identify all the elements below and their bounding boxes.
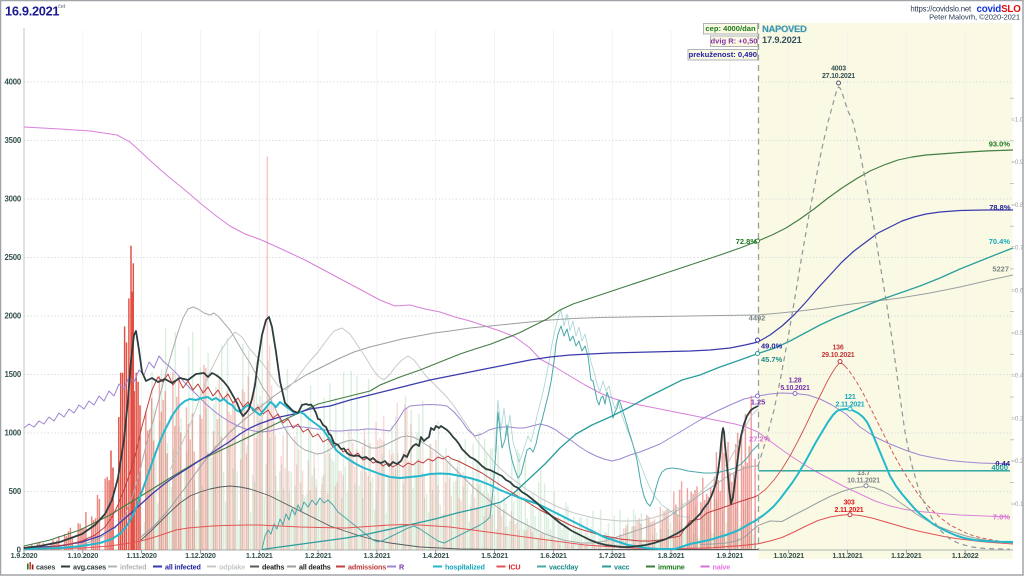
svg-text:all deaths: all deaths <box>299 563 331 572</box>
svg-text:70.4%: 70.4% <box>989 237 1011 246</box>
svg-text:1.10.2021: 1.10.2021 <box>773 551 804 560</box>
svg-text:2.11.2021: 2.11.2021 <box>836 402 865 409</box>
svg-text:≈0.4: ≈0.4 <box>1012 373 1024 380</box>
svg-text:cep: 4000/dan: cep: 4000/dan <box>705 24 756 33</box>
svg-text:3500: 3500 <box>4 136 21 145</box>
svg-text:admissions: admissions <box>348 563 386 572</box>
svg-text:1.6.2021: 1.6.2021 <box>540 551 567 560</box>
svg-text:covidSLO: covidSLO <box>977 4 1022 15</box>
svg-text:2.11.2021: 2.11.2021 <box>835 507 864 514</box>
svg-text:0.44: 0.44 <box>995 459 1010 468</box>
svg-text:≈1.0: ≈1.0 <box>1012 117 1024 124</box>
svg-text:29.10.2021: 29.10.2021 <box>821 352 854 359</box>
svg-text:immune: immune <box>658 563 685 572</box>
svg-text:prekuženost: 0,490: prekuženost: 0,490 <box>689 50 757 59</box>
svg-text:cases: cases <box>36 563 55 572</box>
svg-text:4000: 4000 <box>4 78 21 87</box>
svg-text:1.12.2021: 1.12.2021 <box>891 551 922 560</box>
svg-text:1.4.2021: 1.4.2021 <box>422 551 449 560</box>
svg-text:vacc: vacc <box>614 563 630 572</box>
svg-text:1.5.2021: 1.5.2021 <box>481 551 508 560</box>
svg-text:17.9.2021: 17.9.2021 <box>762 35 802 45</box>
svg-text:4003: 4003 <box>831 66 846 73</box>
svg-text:121: 121 <box>844 394 855 401</box>
svg-text:≈0.9: ≈0.9 <box>1012 159 1024 166</box>
svg-text:naive: naive <box>713 563 731 572</box>
svg-text:1.28: 1.28 <box>789 378 802 385</box>
svg-text:1.11.2020: 1.11.2020 <box>127 551 157 560</box>
svg-text:odplake: odplake <box>219 563 245 572</box>
svg-text:≈0.1: ≈0.1 <box>1012 501 1024 508</box>
svg-text:≈0.2: ≈0.2 <box>1012 458 1024 465</box>
svg-text:all infected: all infected <box>165 563 201 572</box>
svg-text:2000: 2000 <box>4 312 21 321</box>
svg-text:1.7.2021: 1.7.2021 <box>599 551 626 560</box>
svg-text:čet: čet <box>58 4 66 10</box>
svg-text:0: 0 <box>17 546 22 555</box>
svg-text:500: 500 <box>9 487 22 496</box>
svg-text:1.8.2021: 1.8.2021 <box>658 551 685 560</box>
svg-text:≈0.3: ≈0.3 <box>1012 415 1024 422</box>
svg-text:infected: infected <box>120 563 146 572</box>
svg-text:27.2%: 27.2% <box>749 435 771 444</box>
svg-text:1500: 1500 <box>4 370 21 379</box>
svg-text:16.9.2021: 16.9.2021 <box>5 4 59 19</box>
svg-text:78.8%: 78.8% <box>989 203 1011 212</box>
svg-text:https://covidslo.net: https://covidslo.net <box>910 5 972 14</box>
svg-text:R: R <box>399 563 405 572</box>
svg-text:1000: 1000 <box>4 429 21 438</box>
svg-text:≈0.7: ≈0.7 <box>1012 245 1024 252</box>
svg-text:1.1.2021: 1.1.2021 <box>246 551 273 560</box>
svg-text:hospitalized: hospitalized <box>445 563 485 572</box>
svg-text:≈0.6: ≈0.6 <box>1012 287 1024 294</box>
svg-text:27.10.2021: 27.10.2021 <box>822 73 855 80</box>
svg-text:2500: 2500 <box>4 253 21 262</box>
svg-text:1.9.2020: 1.9.2020 <box>11 551 38 560</box>
svg-text:49.0%: 49.0% <box>761 342 783 351</box>
svg-text:1.11.2021: 1.11.2021 <box>832 551 862 560</box>
svg-text:1.12.2020: 1.12.2020 <box>185 551 216 560</box>
svg-text:72.8%: 72.8% <box>736 237 758 246</box>
svg-text:1.3.2021: 1.3.2021 <box>364 551 391 560</box>
svg-text:ICU: ICU <box>509 563 521 572</box>
svg-text:NAPOVED: NAPOVED <box>763 24 808 34</box>
svg-text:dvig R: +0,50: dvig R: +0,50 <box>710 37 757 46</box>
svg-text:7.0%: 7.0% <box>993 513 1010 522</box>
svg-text:≈0.8: ≈0.8 <box>1012 202 1024 209</box>
svg-text:93.0%: 93.0% <box>989 140 1011 149</box>
svg-text:5227: 5227 <box>992 265 1009 274</box>
svg-text:1.10.2020: 1.10.2020 <box>67 551 98 560</box>
svg-text:NAPOVED: NAPOVED <box>762 24 807 34</box>
svg-text:1.2.2021: 1.2.2021 <box>305 551 332 560</box>
svg-text:4000: 4000 <box>991 463 1008 472</box>
svg-text:136: 136 <box>832 345 843 352</box>
svg-text:45.7%: 45.7% <box>761 355 783 364</box>
svg-text:Peter Malovrh, ©2020-2021: Peter Malovrh, ©2020-2021 <box>929 13 1020 22</box>
svg-text:5.10.2021: 5.10.2021 <box>780 385 810 392</box>
svg-text:10.11.2021: 10.11.2021 <box>847 478 880 485</box>
svg-text:deaths: deaths <box>262 563 284 572</box>
svg-text:vacc/day: vacc/day <box>549 563 578 572</box>
svg-text:1.9.2021: 1.9.2021 <box>716 551 743 560</box>
svg-text:4492: 4492 <box>749 314 766 323</box>
svg-text:1.25: 1.25 <box>751 398 766 407</box>
svg-text:303: 303 <box>843 500 854 507</box>
svg-text:≈0.5: ≈0.5 <box>1012 330 1024 337</box>
svg-text:avg.cases: avg.cases <box>73 563 106 572</box>
svg-text:3000: 3000 <box>4 195 21 204</box>
svg-text:13.7: 13.7 <box>857 470 870 477</box>
svg-text:1.1.2022: 1.1.2022 <box>952 551 979 560</box>
